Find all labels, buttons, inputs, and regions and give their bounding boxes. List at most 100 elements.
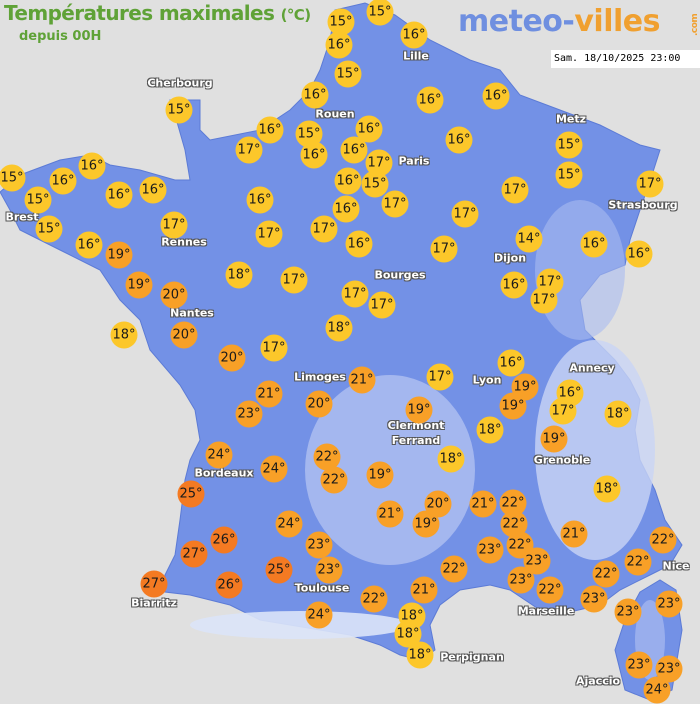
- temperature-marker[interactable]: 17°: [381, 190, 409, 218]
- temperature-marker[interactable]: 16°: [345, 230, 373, 258]
- temperature-marker[interactable]: 17°: [310, 215, 338, 243]
- temperature-marker[interactable]: 18°: [110, 321, 138, 349]
- temperature-marker[interactable]: 16°: [300, 141, 328, 169]
- temperature-marker[interactable]: 15°: [334, 60, 362, 88]
- temperature-marker[interactable]: 17°: [255, 220, 283, 248]
- temperature-marker[interactable]: 22°: [440, 555, 468, 583]
- temperature-marker[interactable]: 22°: [624, 548, 652, 576]
- temperature-marker[interactable]: 24°: [205, 441, 233, 469]
- temperature-marker[interactable]: 16°: [301, 81, 329, 109]
- temperature-marker[interactable]: 16°: [78, 152, 106, 180]
- temperature-marker[interactable]: 23°: [580, 585, 608, 613]
- temperature-marker[interactable]: 23°: [625, 651, 653, 679]
- temperature-marker[interactable]: 17°: [501, 176, 529, 204]
- temperature-marker[interactable]: 18°: [604, 400, 632, 428]
- temperature-marker[interactable]: 27°: [180, 540, 208, 568]
- temperature-marker[interactable]: 23°: [614, 598, 642, 626]
- temperature-marker[interactable]: 16°: [625, 240, 653, 268]
- temperature-marker[interactable]: 17°: [368, 291, 396, 319]
- temperature-marker[interactable]: 19°: [499, 392, 527, 420]
- temperature-marker[interactable]: 15°: [24, 186, 52, 214]
- temperature-marker[interactable]: 22°: [536, 576, 564, 604]
- temperature-marker[interactable]: 25°: [177, 480, 205, 508]
- temperature-marker[interactable]: 24°: [643, 676, 671, 704]
- temperature-marker[interactable]: 16°: [105, 181, 133, 209]
- temperature-marker[interactable]: 24°: [260, 455, 288, 483]
- temperature-marker[interactable]: 15°: [165, 96, 193, 124]
- temperature-marker[interactable]: 18°: [325, 314, 353, 342]
- temperature-marker[interactable]: 22°: [360, 585, 388, 613]
- temperature-marker[interactable]: 20°: [170, 321, 198, 349]
- temperature-marker[interactable]: 17°: [235, 136, 263, 164]
- temperature-marker[interactable]: 23°: [315, 556, 343, 584]
- temperature-marker[interactable]: 16°: [139, 176, 167, 204]
- temperature-marker[interactable]: 22°: [592, 560, 620, 588]
- temperature-marker[interactable]: 15°: [555, 161, 583, 189]
- temperature-marker[interactable]: 21°: [348, 366, 376, 394]
- temperature-marker[interactable]: 23°: [507, 566, 535, 594]
- temperature-marker[interactable]: 15°: [35, 215, 63, 243]
- temperature-marker[interactable]: 21°: [469, 490, 497, 518]
- temperature-marker[interactable]: 16°: [49, 167, 77, 195]
- temperature-marker[interactable]: 26°: [210, 526, 238, 554]
- temperature-marker[interactable]: 21°: [376, 500, 404, 528]
- temperature-marker[interactable]: 16°: [340, 136, 368, 164]
- temperature-marker[interactable]: 16°: [325, 31, 353, 59]
- temperature-marker[interactable]: 17°: [451, 200, 479, 228]
- temperature-marker[interactable]: 25°: [265, 556, 293, 584]
- temperature-marker[interactable]: 15°: [366, 0, 394, 26]
- temperature-marker[interactable]: 20°: [218, 344, 246, 372]
- temperature-marker[interactable]: 19°: [405, 396, 433, 424]
- temperature-marker[interactable]: 16°: [75, 231, 103, 259]
- temperature-marker[interactable]: 19°: [366, 461, 394, 489]
- temperature-marker[interactable]: 19°: [125, 271, 153, 299]
- temperature-marker[interactable]: 16°: [332, 195, 360, 223]
- temperature-marker[interactable]: 15°: [361, 170, 389, 198]
- temperature-marker[interactable]: 16°: [445, 126, 473, 154]
- temperature-marker[interactable]: 17°: [636, 170, 664, 198]
- temperature-marker[interactable]: 16°: [482, 82, 510, 110]
- temperature-marker[interactable]: 19°: [540, 425, 568, 453]
- temperature-marker[interactable]: 16°: [246, 186, 274, 214]
- temperature-marker[interactable]: 14°: [515, 225, 543, 253]
- temperature-marker[interactable]: 18°: [437, 445, 465, 473]
- temperature-marker[interactable]: 17°: [549, 397, 577, 425]
- temperature-marker[interactable]: 16°: [500, 271, 528, 299]
- temperature-marker[interactable]: 21°: [255, 380, 283, 408]
- temperature-marker[interactable]: 16°: [400, 21, 428, 49]
- temperature-marker[interactable]: 20°: [160, 281, 188, 309]
- temperature-marker[interactable]: 18°: [225, 261, 253, 289]
- temperature-marker[interactable]: 16°: [416, 86, 444, 114]
- temperature-marker[interactable]: 23°: [655, 590, 683, 618]
- temperature-marker[interactable]: 22°: [649, 526, 677, 554]
- temperature-marker[interactable]: 23°: [235, 400, 263, 428]
- temperature-marker[interactable]: 19°: [105, 241, 133, 269]
- temperature-marker[interactable]: 16°: [355, 115, 383, 143]
- temperature-marker[interactable]: 17°: [341, 280, 369, 308]
- temperature-marker[interactable]: 27°: [140, 570, 168, 598]
- temperature-marker[interactable]: 15°: [327, 8, 355, 36]
- temperature-marker[interactable]: 17°: [426, 363, 454, 391]
- temperature-marker[interactable]: 17°: [280, 266, 308, 294]
- temperature-marker[interactable]: 22°: [320, 466, 348, 494]
- temperature-marker[interactable]: 18°: [476, 416, 504, 444]
- temperature-marker[interactable]: 19°: [412, 510, 440, 538]
- temperature-marker[interactable]: 17°: [260, 334, 288, 362]
- temperature-marker[interactable]: 20°: [305, 390, 333, 418]
- temperature-marker[interactable]: 18°: [593, 475, 621, 503]
- temperature-marker[interactable]: 26°: [215, 571, 243, 599]
- temperature-marker[interactable]: 15°: [0, 164, 26, 192]
- temperature-marker[interactable]: 17°: [430, 235, 458, 263]
- temperature-marker[interactable]: 16°: [256, 116, 284, 144]
- temperature-marker[interactable]: 22°: [313, 443, 341, 471]
- temperature-marker[interactable]: 23°: [305, 531, 333, 559]
- temperature-marker[interactable]: 17°: [160, 211, 188, 239]
- temperature-marker[interactable]: 21°: [560, 520, 588, 548]
- temperature-marker[interactable]: 16°: [580, 230, 608, 258]
- temperature-marker[interactable]: 16°: [497, 349, 525, 377]
- temperature-marker[interactable]: 16°: [334, 167, 362, 195]
- temperature-marker[interactable]: 15°: [555, 131, 583, 159]
- logo[interactable]: meteo-villes .com: [458, 4, 700, 39]
- temperature-marker[interactable]: 24°: [305, 601, 333, 629]
- temperature-marker[interactable]: 23°: [476, 536, 504, 564]
